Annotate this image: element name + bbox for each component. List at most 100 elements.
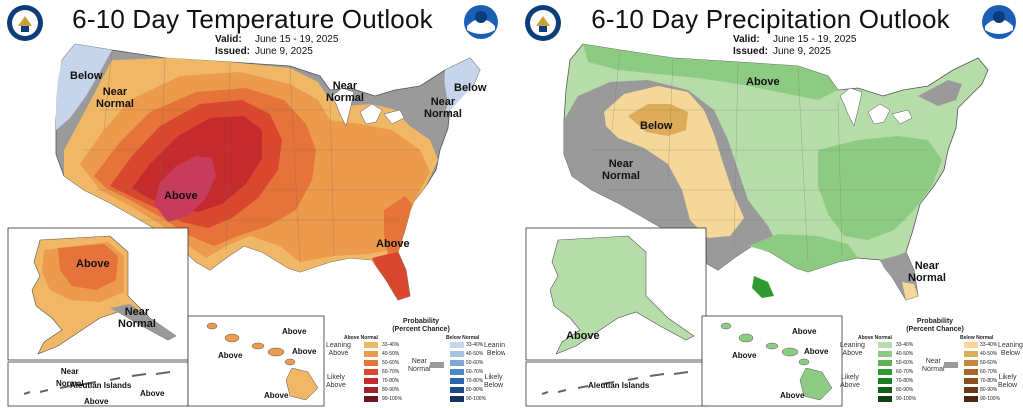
legend-above-swatch (878, 360, 892, 366)
legend-above-range: 50-60% (896, 360, 914, 366)
legend-above-head-p: Above Normal (858, 335, 892, 341)
alaska-shape-p (549, 235, 695, 355)
legend-above-range: 40-50% (896, 351, 914, 357)
precip-above-gulf (748, 234, 858, 272)
legend-below-range: 33-40% (466, 342, 484, 348)
issued-value: June 9, 2025 (255, 46, 313, 57)
label-hawaii-above-3: Above (292, 347, 317, 356)
label-above-se: Above (376, 238, 410, 250)
legend-likely-below: Likely Below (484, 374, 504, 389)
legend-above-range: 40-50% (382, 351, 400, 357)
legend-leaning-above: Leaning Above (326, 342, 351, 357)
label-above-sw: Above (164, 190, 198, 202)
label-hawaii-above-3-p: Above (804, 347, 829, 356)
temperature-title: 6-10 Day Temperature Outlook (72, 4, 433, 34)
legend-below-range: 60-70% (980, 369, 998, 375)
legend-above-swatch (878, 378, 892, 384)
legend-below-swatch (964, 369, 978, 375)
legend-below-head-p: Below Normal (960, 335, 994, 341)
label-hawaii-above-1: Above (282, 327, 307, 336)
noaa-logo-p (982, 5, 1016, 39)
temp-se-coast (384, 196, 412, 254)
label-aleutian: Aleutian Islands (70, 381, 132, 390)
legend-below-swatch (450, 387, 464, 393)
label-aleutian-above-2: Above (140, 389, 165, 398)
state-lines (84, 51, 420, 263)
precipitation-outlook-panel: 6-10 Day Precipitation Outlook Valid: Jun… (518, 0, 1023, 408)
legend-below-range: 60-70% (466, 369, 484, 375)
legend-above-swatch (364, 342, 378, 348)
legend-leaning-below: Leaning Below (484, 342, 505, 357)
temperature-issued: Issued: June 9, 2025 (215, 46, 313, 58)
legend-below-head: Below Normal (446, 335, 480, 341)
legend-above-range: 80-90% (382, 387, 400, 393)
legend-likely-below-p: Likely Below (998, 374, 1018, 389)
valid-value-p: June 15 - 19, 2025 (773, 34, 857, 45)
legend-above-range: 90-100% (382, 396, 403, 402)
precipitation-valid: Valid: June 15 - 19, 2025 (733, 34, 856, 46)
legend-near-normal-p: Near Normal (922, 358, 945, 373)
legend-likely-above-p: Likely Above (840, 374, 860, 389)
legend-below-swatch (964, 342, 978, 348)
legend-near-normal: Near Normal (408, 358, 431, 373)
precipitation-map (525, 43, 989, 407)
label-hawaii-above-2: Above (218, 351, 243, 360)
label-aleutian-above-1: Above (84, 397, 109, 406)
issued-label: Issued: (215, 46, 251, 57)
legend-below-range: 33-40% (980, 342, 998, 348)
doc-seal-logo-p (525, 5, 561, 41)
label-hawaii-above-2-p: Above (732, 351, 757, 360)
legend-below-swatch (964, 378, 978, 384)
legend-below-swatch (964, 351, 978, 357)
precip-above-tx (752, 276, 774, 298)
legend-above-range: 50-60% (382, 360, 400, 366)
label-near-normal-ne: Near Normal (424, 96, 462, 120)
alaska-near (110, 304, 176, 340)
legend-above-swatch (364, 360, 378, 366)
precipitation-legend: Probability (Percent Chance) Above Norma… (840, 318, 1023, 408)
aleutian-inset-frame (7, 361, 189, 407)
temp-above-80 (154, 156, 216, 222)
precipitation-issued: Issued: June 9, 2025 (733, 46, 831, 58)
noaa-logo (464, 5, 498, 39)
legend-below-range: 80-90% (466, 387, 484, 393)
label-alaska-above: Above (76, 258, 110, 270)
label-alaska-near: Near Normal (118, 306, 156, 330)
legend-above-range: 60-70% (382, 369, 400, 375)
legend-near-swatch-p (944, 362, 958, 368)
legend-above-swatch (364, 396, 378, 402)
legend-below-range: 80-90% (980, 387, 998, 393)
doc-seal-logo (7, 5, 43, 41)
legend-above-range: 90-100% (896, 396, 917, 402)
legend-title-p: Probability (Percent Chance) (906, 318, 964, 333)
label-aleutian-p: Aleutian Islands (588, 381, 650, 390)
temp-florida (372, 252, 410, 300)
legend-below-swatch (450, 351, 464, 357)
label-hawaii-above-1-p: Above (792, 327, 817, 336)
legend-leaning-above-p: Leaning Above (840, 342, 865, 357)
legend-above-range: 70-80% (382, 378, 400, 384)
hawaii-islands-shape-p (720, 322, 833, 401)
label-below-nw: Below (70, 70, 103, 82)
legend-below-swatch (450, 360, 464, 366)
legend-below-swatch (450, 396, 464, 402)
label-hawaii-above-4-p: Above (780, 391, 805, 400)
precip-near-ne (918, 80, 962, 106)
legend-below-range: 70-80% (466, 378, 484, 384)
legend-above-head: Above Normal (344, 335, 378, 341)
precip-below-40 (628, 104, 688, 136)
temperature-valid: Valid: June 15 - 19, 2025 (215, 34, 338, 46)
temperature-map (7, 43, 481, 407)
legend-below-swatch (964, 387, 978, 393)
legend-leaning-below-p: Leaning Below (998, 342, 1023, 357)
legend-below-range: 90-100% (980, 396, 1001, 402)
legend-above-swatch (364, 351, 378, 357)
label-near-normal-gl: Near Normal (326, 80, 364, 104)
legend-above-range: 33-40% (382, 342, 400, 348)
label-aleutian-near: Near Normal (56, 367, 84, 388)
great-lakes (331, 87, 405, 127)
legend-below-swatch (450, 342, 464, 348)
legend-above-swatch (364, 378, 378, 384)
legend-above-swatch (364, 369, 378, 375)
legend-above-range: 60-70% (896, 369, 914, 375)
